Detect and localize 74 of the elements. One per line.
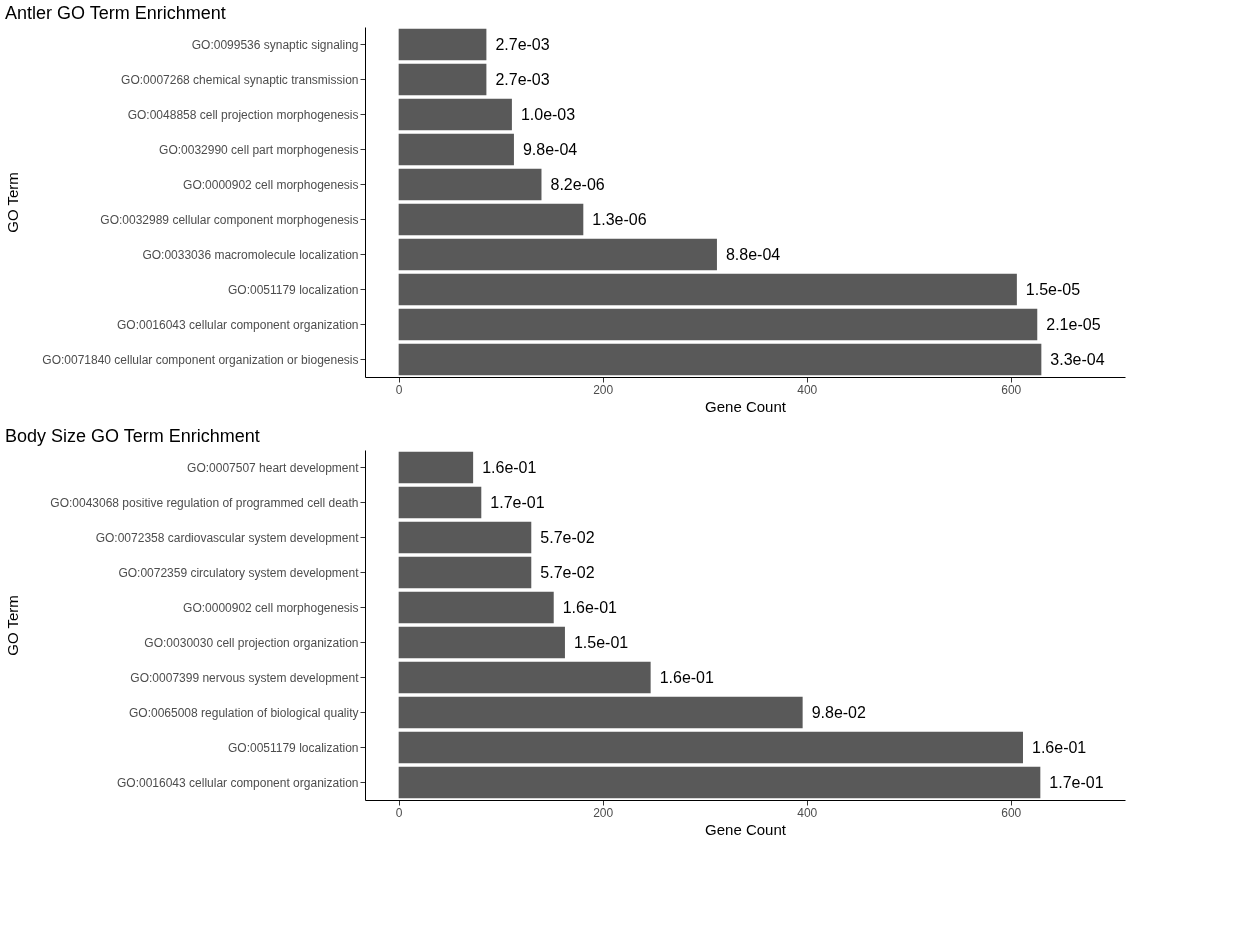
y-tick-label: GO:0043068 positive regulation of programmed cell death	[50, 495, 359, 510]
y-tick-label: GO:0016043 cellular component organization	[117, 775, 359, 790]
annotation: 1.7e-01	[490, 493, 545, 511]
y-tick-label: GO:0030030 cell projection organization	[144, 635, 359, 650]
y-tick-label: GO:0072359 circulatory system development	[118, 565, 360, 580]
annotation: 1.5e-05	[1025, 280, 1081, 298]
annotation: 1.6e-01	[1031, 738, 1087, 756]
y-axis-title: GO Term	[3, 595, 21, 656]
y-tick-label: GO:0007507 heart development	[187, 460, 360, 475]
annotation: 9.8e-02	[811, 703, 866, 721]
y-tick-label: GO:0051179 localization	[227, 740, 359, 755]
text: Body Size GO Term Enrichment	[5, 426, 260, 446]
x-tick-label: 200	[593, 382, 614, 397]
y-tick-label: GO:0071840 cellular component organization or biogenesis	[42, 352, 359, 367]
x-tick-label: 600	[1001, 382, 1022, 397]
annotation: 1.3e-06	[592, 210, 647, 228]
annotation: 1.5e-01	[573, 633, 629, 651]
bar	[398, 343, 1042, 376]
bar	[398, 168, 542, 201]
y-tick-label: GO:0065008 regulation of biological quality	[129, 705, 359, 720]
text: Antler GO Term Enrichment	[5, 3, 226, 23]
annotation: 8.2e-06	[550, 175, 605, 193]
annotation: 2.7e-03	[495, 70, 550, 88]
y-tick-label: GO:0000902 cell morphogenesis	[183, 177, 359, 192]
bar	[398, 63, 487, 96]
annotation: 5.7e-02	[540, 528, 595, 546]
annotation: 2.7e-03	[495, 35, 550, 53]
annotation: 1.6e-01	[562, 598, 618, 616]
annotation: 1.6e-01	[659, 668, 714, 686]
x-axis-title: Gene Count	[705, 820, 787, 838]
annotation: 1.6e-01	[482, 458, 537, 476]
y-tick-label: GO:0072358 cardiovascular system development	[95, 530, 360, 545]
bar	[398, 486, 482, 519]
x-tick-label: 200	[593, 805, 614, 820]
annotation: 2.1e-05	[1046, 315, 1101, 333]
bar	[398, 696, 803, 729]
bar	[398, 133, 514, 166]
bar	[398, 626, 565, 659]
x-tick-label: 400	[797, 805, 818, 820]
bar	[398, 28, 487, 61]
annotation: 1.7e-01	[1049, 773, 1104, 791]
y-tick-label: GO:0000902 cell morphogenesis	[183, 600, 359, 615]
bar	[398, 661, 651, 694]
x-tick-label: 600	[1001, 805, 1022, 820]
bar	[398, 556, 532, 589]
y-tick-label: GO:0033036 macromolecule localization	[142, 247, 359, 262]
y-tick-label: GO:0099536 synaptic signaling	[191, 37, 359, 52]
x-axis-title: Gene Count	[705, 397, 787, 415]
bar	[398, 766, 1041, 799]
y-tick-label: GO:0016043 cellular component organization	[117, 317, 359, 332]
bar	[398, 521, 532, 554]
x-tick-label: 400	[797, 382, 818, 397]
bar	[398, 238, 717, 271]
y-tick-label: GO:0007399 nervous system development	[130, 670, 360, 685]
y-tick-label: GO:0032990 cell part morphogenesis	[159, 142, 359, 157]
annotation: 3.3e-04	[1050, 350, 1105, 368]
bar	[398, 203, 584, 236]
y-tick-label: GO:0051179 localization	[227, 282, 359, 297]
annotation: 8.8e-04	[725, 245, 781, 263]
y-axis-title: GO Term	[3, 172, 21, 233]
y-tick-label: GO:0048858 cell projection morphogenesis	[127, 107, 359, 122]
bar	[398, 451, 474, 484]
x-tick-label: 0	[395, 382, 403, 397]
bar	[398, 308, 1038, 341]
bar	[398, 273, 1017, 306]
bar	[398, 98, 512, 131]
annotation: 1.0e-03	[520, 105, 576, 123]
annotation: 5.7e-02	[540, 563, 595, 581]
x-tick-label: 0	[395, 805, 403, 820]
y-tick-label: GO:0032989 cellular component morphogenesis	[100, 212, 359, 227]
y-tick-label: GO:0007268 chemical synaptic transmission	[121, 72, 359, 87]
bar	[398, 731, 1023, 764]
bar	[398, 591, 554, 624]
annotation: 9.8e-04	[522, 140, 578, 158]
